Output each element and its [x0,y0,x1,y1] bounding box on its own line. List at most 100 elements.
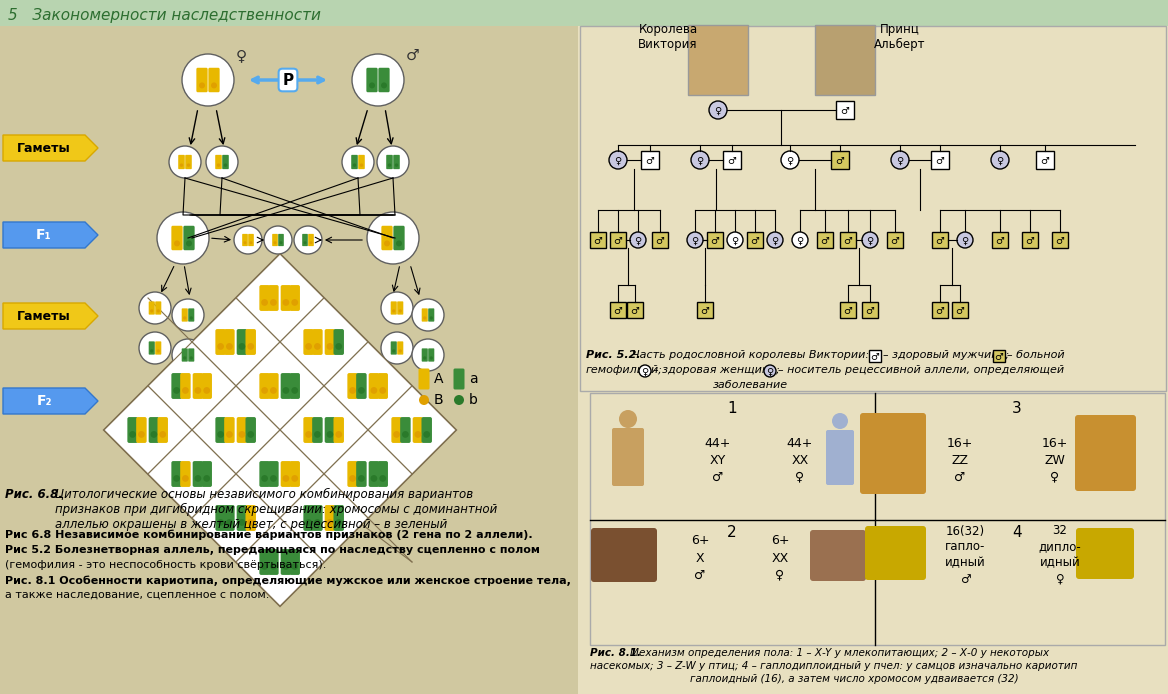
FancyBboxPatch shape [377,373,388,399]
Circle shape [314,343,321,350]
FancyBboxPatch shape [280,461,291,487]
Circle shape [342,146,374,178]
FancyBboxPatch shape [830,151,849,169]
Circle shape [138,431,145,438]
FancyBboxPatch shape [308,234,314,246]
FancyBboxPatch shape [312,505,322,531]
Circle shape [394,431,399,438]
FancyBboxPatch shape [862,302,878,318]
Text: ♂: ♂ [701,306,709,316]
Circle shape [234,226,262,254]
FancyBboxPatch shape [237,417,248,443]
Polygon shape [4,388,98,414]
FancyBboxPatch shape [865,526,926,580]
Text: ♂: ♂ [631,306,639,316]
Circle shape [227,431,232,438]
Polygon shape [236,518,324,606]
Text: ♀: ♀ [641,367,648,377]
Text: ♀: ♀ [896,156,904,166]
FancyBboxPatch shape [137,417,147,443]
Polygon shape [148,430,236,518]
FancyBboxPatch shape [304,329,314,355]
FancyBboxPatch shape [0,26,578,694]
Circle shape [423,431,430,438]
Text: ♂: ♂ [613,306,623,316]
Text: 6+
X
♂: 6+ X ♂ [690,534,709,582]
FancyBboxPatch shape [931,151,948,169]
Circle shape [203,475,210,482]
Circle shape [370,387,377,393]
Polygon shape [192,386,280,474]
FancyBboxPatch shape [580,26,1166,391]
Circle shape [172,339,204,371]
FancyBboxPatch shape [188,308,194,321]
FancyBboxPatch shape [180,461,190,487]
FancyBboxPatch shape [158,417,168,443]
Circle shape [310,242,313,244]
Text: ♀: ♀ [715,106,722,116]
Text: ♀: ♀ [867,236,874,246]
Polygon shape [236,342,324,430]
Text: 4: 4 [1013,525,1022,540]
FancyBboxPatch shape [826,430,854,485]
Circle shape [262,475,267,482]
FancyBboxPatch shape [412,417,423,443]
Circle shape [283,299,290,306]
Circle shape [227,343,232,350]
Text: ♂: ♂ [870,352,880,362]
FancyBboxPatch shape [887,232,903,248]
Circle shape [291,299,298,306]
Text: ♂: ♂ [843,236,853,246]
Text: ♂: ♂ [646,156,654,166]
Circle shape [327,519,333,526]
FancyBboxPatch shape [932,232,948,248]
Polygon shape [280,298,368,386]
FancyBboxPatch shape [641,151,659,169]
Circle shape [384,240,390,246]
Circle shape [139,332,171,364]
Circle shape [151,310,153,312]
Circle shape [359,475,364,482]
FancyBboxPatch shape [304,417,314,443]
Text: 1: 1 [728,401,737,416]
Circle shape [174,240,180,246]
Circle shape [392,310,396,312]
FancyBboxPatch shape [932,302,948,318]
FancyBboxPatch shape [280,285,291,311]
Circle shape [370,475,377,482]
Circle shape [139,292,171,324]
Text: Механизм определения пола: 1 – Х-Y у млекопитающих; 2 – Х-0 у некоторых: Механизм определения пола: 1 – Х-Y у мле… [630,648,1049,658]
Circle shape [279,242,283,244]
FancyBboxPatch shape [347,373,357,399]
FancyBboxPatch shape [610,302,626,318]
FancyBboxPatch shape [208,68,220,92]
Circle shape [335,343,342,350]
FancyBboxPatch shape [148,301,155,314]
FancyBboxPatch shape [259,285,270,311]
Circle shape [238,431,245,438]
FancyBboxPatch shape [182,308,188,321]
FancyBboxPatch shape [259,373,270,399]
Text: 2: 2 [728,525,737,540]
FancyBboxPatch shape [224,329,235,355]
FancyBboxPatch shape [390,301,397,314]
Text: Рис. 8.1 Особенности кариотипа, определяющие мужское или женское строение тела,: Рис. 8.1 Особенности кариотипа, определя… [5,575,571,586]
FancyBboxPatch shape [202,461,211,487]
FancyBboxPatch shape [182,348,188,362]
Text: 32
дипло-
идный
♀: 32 дипло- идный ♀ [1038,525,1082,586]
Polygon shape [148,342,236,430]
Text: ♂: ♂ [936,236,945,246]
Text: 44+
XX
♀: 44+ XX ♀ [787,437,813,484]
Text: B: B [434,393,444,407]
Circle shape [157,310,160,312]
Circle shape [423,356,426,359]
FancyBboxPatch shape [325,417,335,443]
Circle shape [291,387,298,393]
Text: ♀: ♀ [961,236,968,246]
FancyBboxPatch shape [215,155,222,169]
FancyBboxPatch shape [325,505,335,531]
Text: Рис. 5.2.: Рис. 5.2. [586,350,640,360]
FancyBboxPatch shape [387,155,392,169]
Circle shape [283,475,290,482]
FancyBboxPatch shape [259,549,270,575]
